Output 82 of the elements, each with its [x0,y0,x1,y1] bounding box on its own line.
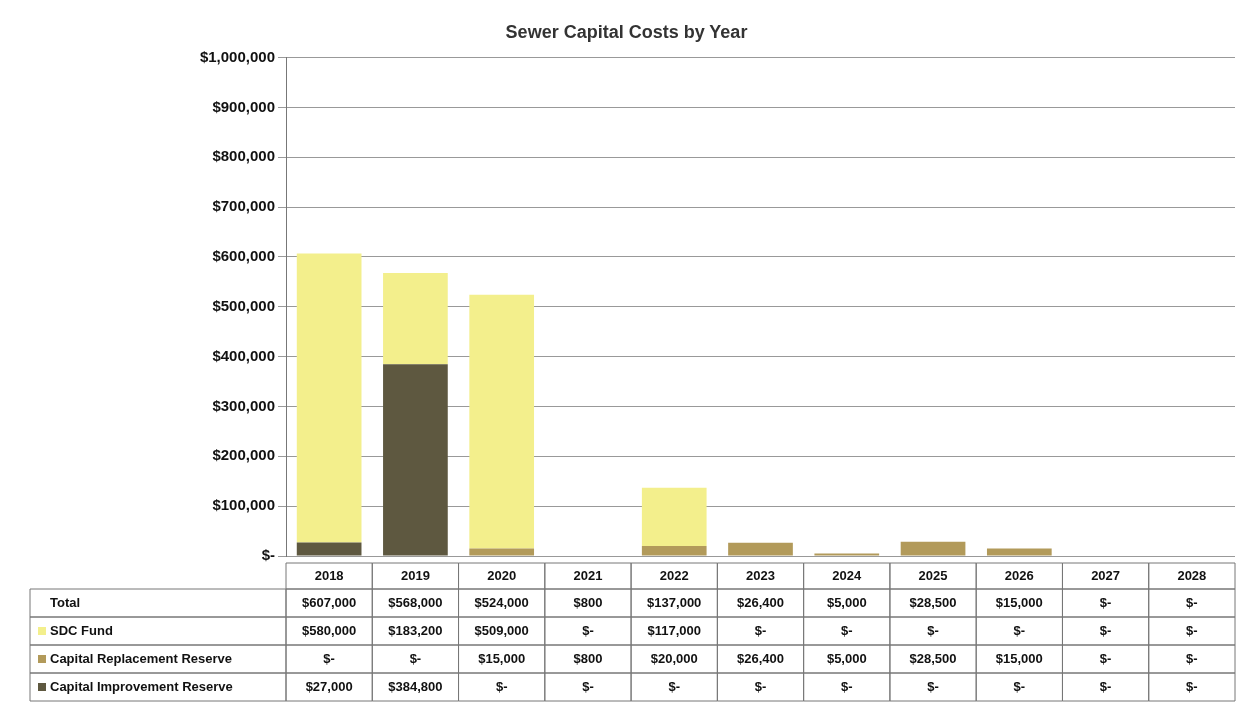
data-label: $- [1013,622,1026,638]
data-label: $- [495,678,508,694]
total-label: $5,000 [826,594,867,610]
data-label: $27,000 [305,678,353,694]
x-tick-label: 2021 [573,567,603,583]
data-label: $- [1099,622,1112,638]
data-label: $- [754,678,767,694]
y-tick-label: $100,000 [212,496,275,514]
bar [728,542,793,556]
y-tick-label: $900,000 [212,97,275,115]
total-label: $26,400 [737,594,784,610]
bar [641,546,707,556]
data-label: $- [1186,678,1198,694]
data-label: $- [323,650,335,666]
legend-label: Capital Replacement Reserve [50,650,233,666]
data-label: $800 [573,650,603,666]
y-tick-label: $500,000 [212,296,275,314]
x-tick-label: 2020 [487,567,517,583]
total-label: $137,000 [647,594,702,610]
y-tick-label: $700,000 [212,197,275,215]
legend-label: Capital Improvement Reserve [50,678,233,694]
y-tick-label: $800,000 [212,147,275,165]
x-tick-label: 2018 [314,567,344,583]
data-label: $- [1099,678,1112,694]
text: Total [50,594,81,610]
bar [469,294,535,549]
x-tick-label: 2028 [1177,567,1207,583]
data-label: $15,000 [478,650,526,666]
x-tick-label: 2019 [400,567,430,583]
data-label: $- [840,678,853,694]
y-tick-label: $200,000 [212,446,275,464]
data-label: $- [1186,622,1198,638]
data-label: $28,500 [909,650,957,666]
bar [296,542,362,556]
y-tick-label: $600,000 [212,247,275,265]
total-label: $15,000 [995,594,1043,610]
data-label: $- [927,678,939,694]
data-label: $26,400 [737,650,784,666]
bar [986,548,1052,556]
bar [383,272,448,365]
data-label: $- [668,678,681,694]
data-label: $384,800 [388,678,443,694]
data-label: $- [840,622,853,638]
data-label: $15,000 [995,650,1043,666]
total-label: $524,000 [474,594,529,610]
bar [641,487,707,547]
y-tick-label: $1,000,000 [199,47,275,65]
data-label: $5,000 [826,650,867,666]
y-tick-label: $400,000 [212,346,275,364]
total-label: $28,500 [909,594,957,610]
x-tick-label: 2027 [1091,567,1121,583]
data-label: $509,000 [474,622,529,638]
total-label: $800 [573,594,603,610]
data-label: $- [754,622,767,638]
x-tick-label: 2022 [659,567,689,583]
total-label: $568,000 [388,594,443,610]
data-label: $- [1186,650,1198,666]
bar [469,548,535,556]
data-label: $20,000 [650,650,698,666]
x-tick-label: 2023 [746,567,775,583]
bar [383,364,448,556]
total-label: $607,000 [302,594,357,610]
data-label: $- [1099,650,1112,666]
data-label: $- [409,650,422,666]
data-label: $183,200 [388,622,443,638]
data-label: $580,000 [302,622,357,638]
y-tick-label: $- [261,546,275,564]
x-tick-label: 2024 [832,567,862,583]
data-label: $- [1013,678,1026,694]
x-tick-label: 2026 [1004,567,1034,583]
bar [900,541,966,556]
total-label: $- [1099,594,1112,610]
data-label: $- [927,622,939,638]
bar [296,253,362,543]
legend-label: SDC Fund [50,622,113,638]
data-label: $- [582,678,594,694]
data-label: $- [582,622,594,638]
data-label: $117,000 [647,622,701,638]
chart-title: Sewer Capital Costs by Year [505,21,748,42]
y-tick-label: $300,000 [212,396,275,414]
x-tick-label: 2025 [918,567,948,583]
total-label: $- [1186,594,1198,610]
